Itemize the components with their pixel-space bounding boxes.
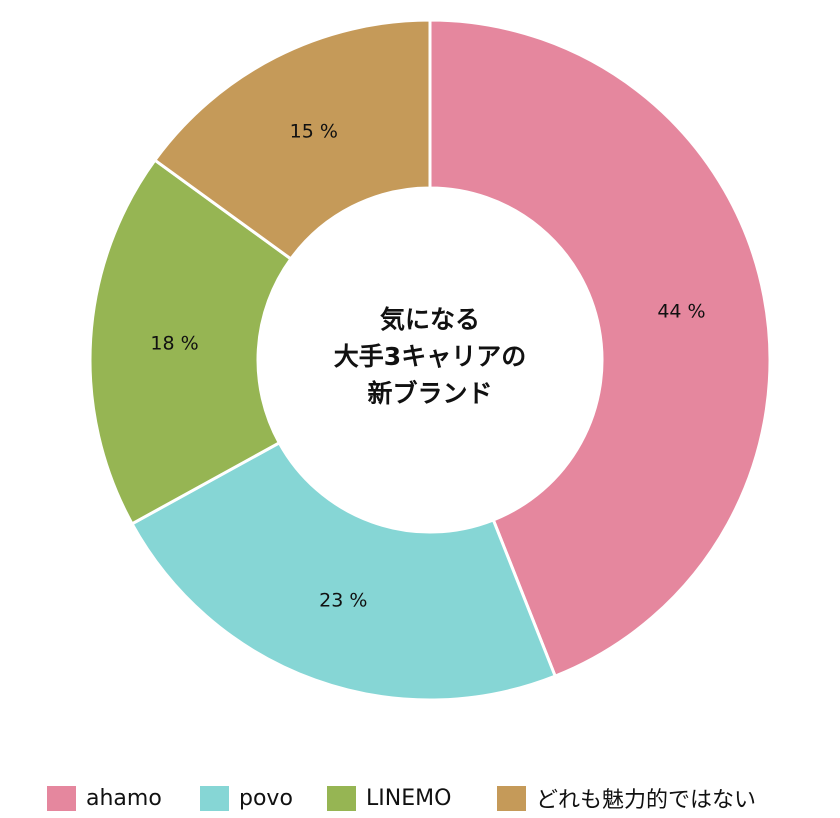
legend: ahamo povo LINEMO どれも魅力的ではない — [0, 778, 840, 818]
center-title-line-3: 新ブランド — [367, 379, 492, 408]
slice-value-label: 18 % — [150, 332, 198, 354]
slice-LINEMO — [88, 158, 293, 526]
center-title-line-2: 大手3キャリアの — [334, 342, 526, 371]
slice-povo — [130, 440, 558, 702]
legend-label: LINEMO — [366, 785, 452, 811]
legend-label: povo — [239, 785, 293, 811]
legend-item: どれも魅力的ではない — [497, 778, 756, 818]
slice-value-label: 15 % — [290, 120, 338, 142]
legend-swatch — [497, 785, 526, 811]
legend-swatch — [200, 785, 229, 811]
donut-slices — [88, 18, 772, 702]
center-title: 気になる 大手3キャリアの 新ブランド — [334, 305, 526, 408]
legend-item: LINEMO — [327, 778, 451, 818]
donut-chart: 44 % 23 % 18 % 15 % 気になる 大手3キャリアの 新ブランド — [88, 18, 772, 702]
legend-label: どれも魅力的ではない — [536, 788, 757, 813]
slice-どれも魅力的ではない — [152, 18, 432, 261]
legend-item: ahamo — [47, 778, 162, 818]
slice-value-label: 44 % — [657, 301, 705, 323]
legend-label: ahamo — [86, 785, 162, 811]
legend-item: povo — [200, 778, 293, 818]
center-title-line-1: 気になる — [380, 305, 480, 334]
legend-swatch — [327, 785, 356, 811]
slice-value-label: 23 % — [319, 589, 367, 611]
slice-ahamo — [428, 18, 772, 679]
legend-swatch — [47, 785, 76, 811]
slice-value-labels: 44 % 23 % 18 % 15 % — [150, 120, 705, 611]
